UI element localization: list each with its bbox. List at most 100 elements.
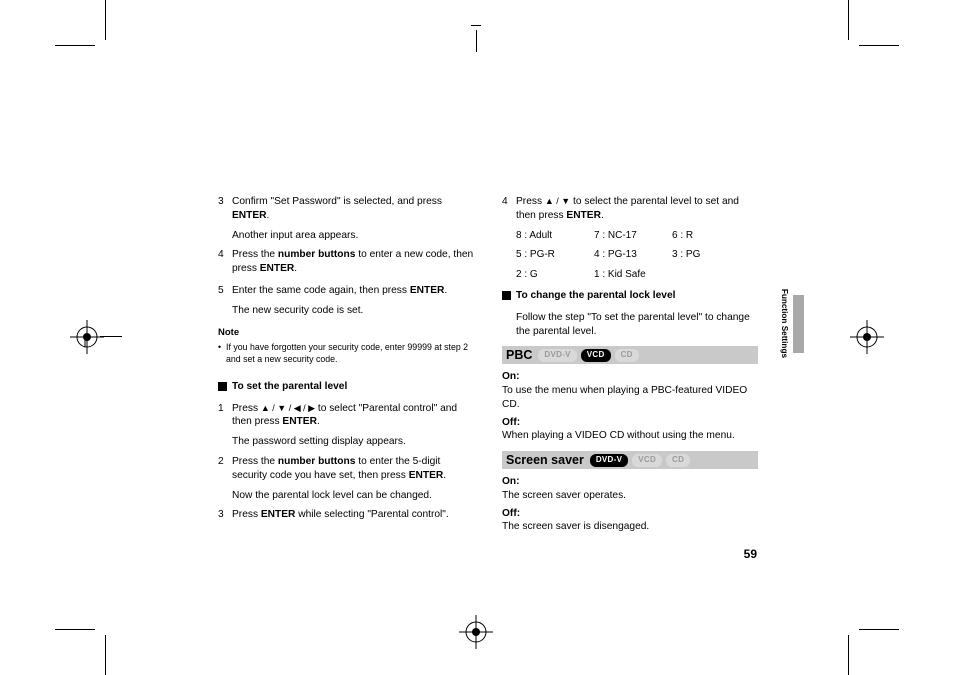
note-body: •If you have forgotten your security cod… [218,342,474,366]
step-body: Enter the same code again, then press EN… [232,284,474,298]
off-body: When playing a VIDEO CD without using th… [502,429,758,443]
bullet: • [218,342,226,366]
step-text: Press the [232,456,278,467]
step-text: while selecting "Parental control". [295,509,448,520]
badge-dvdv: DVD-V [538,349,576,362]
cropmark [55,45,95,46]
rating-cell [672,268,750,282]
step-bold: ENTER [261,509,296,520]
on-body: The screen saver operates. [502,489,758,503]
step-text: Enter the same code again, then press [232,285,410,296]
step-number: 3 [218,195,232,223]
step-r4: 4 Press ▲ / ▼ to select the parental lev… [502,195,758,223]
title-text: PBC [506,347,532,364]
step-body: Confirm "Set Password" is selected, and … [232,195,474,223]
step-bold: ENTER [409,470,444,481]
rating-cell: 2 : G [516,268,594,282]
step-bold: number buttons [278,456,356,467]
step-sub: The password setting display appears. [232,435,474,449]
table-row: 8 : Adult7 : NC-176 : R [516,229,758,243]
step-3: 3 Confirm "Set Password" is selected, an… [218,195,474,223]
on-label: On: [502,475,758,489]
step-text: Press [516,196,545,207]
step-text: Confirm "Set Password" is selected, and … [232,196,442,207]
cropmark [859,45,899,46]
section-heading: To change the parental lock level [502,289,758,303]
badge-cd: CD [615,349,639,362]
step-text: Press [232,509,261,520]
step-sub: The new security code is set. [232,304,474,318]
right-column: 4 Press ▲ / ▼ to select the parental lev… [502,195,758,565]
step-bold: ENTER [232,210,267,221]
cropmark [859,629,899,630]
off-body: The screen saver is disengaged. [502,520,758,534]
step-bold: ENTER [282,416,317,427]
table-row: 5 : PG-R4 : PG-133 : PG [516,248,758,262]
step-b2: 2 Press the number buttons to enter the … [218,455,474,483]
step-text: . [443,470,446,481]
rating-cell: 6 : R [672,229,750,243]
section-heading: To set the parental level [218,380,474,394]
badge-dvdv: DVD-V [590,454,628,467]
note-text: If you have forgotten your security code… [226,342,474,366]
title-text: Screen saver [506,452,584,469]
step-number: 1 [218,402,232,430]
step-sub: Another input area appears. [232,229,474,243]
pbc-title-bar: PBC DVD-V VCD CD [502,346,758,364]
cropmark [105,0,106,40]
step-number: 3 [218,508,232,522]
step-bold: ENTER [260,263,295,274]
cropmark [848,0,849,40]
rating-cell: 5 : PG-R [516,248,594,262]
rating-cell: 1 : Kid Safe [594,268,672,282]
step-text: . [444,285,447,296]
step-text: Press [232,403,261,414]
arrow-icons: ▲ / ▼ [545,197,570,206]
cropmark [848,635,849,675]
step-text: . [294,263,297,274]
step-text: Press the [232,249,278,260]
step-body: Press ▲ / ▼ to select the parental level… [516,195,758,223]
page-number: 59 [744,547,757,561]
badge-vcd: VCD [581,349,611,362]
step-sub: Now the parental lock level can be chang… [232,489,474,503]
step-bold: number buttons [278,249,356,260]
arrow-icons: ▲ / ▼ / ◀ / ▶ [261,404,315,413]
side-label: Function Settings [780,289,789,358]
registration-mark [70,320,104,354]
rating-cell: 7 : NC-17 [594,229,672,243]
cropmark [55,629,95,630]
registration-mark [459,615,493,649]
square-icon [502,291,511,300]
step-bold: ENTER [566,210,601,221]
section-title: To set the parental level [232,380,347,394]
section-body: Follow the step "To set the parental lev… [516,311,758,339]
step-text: . [317,416,320,427]
rating-cell: 3 : PG [672,248,750,262]
rating-cell: 8 : Adult [516,229,594,243]
square-icon [218,382,227,391]
step-body: Press ENTER while selecting "Parental co… [232,508,474,522]
off-label: Off: [502,507,758,521]
cropmark [471,25,481,26]
side-tab [793,295,804,353]
on-body: To use the menu when playing a PBC-featu… [502,384,758,412]
step-5: 5 Enter the same code again, then press … [218,284,474,298]
table-row: 2 : G1 : Kid Safe [516,268,758,282]
step-4: 4 Press the number buttons to enter a ne… [218,248,474,276]
badge-vcd: VCD [632,454,662,467]
rating-cell: 4 : PG-13 [594,248,672,262]
left-column: 3 Confirm "Set Password" is selected, an… [218,195,474,565]
section-title: To change the parental lock level [516,289,675,303]
step-number: 2 [218,455,232,483]
step-body: Press the number buttons to enter the 5-… [232,455,474,483]
step-number: 5 [218,284,232,298]
step-body: Press the number buttons to enter a new … [232,248,474,276]
step-b1: 1 Press ▲ / ▼ / ◀ / ▶ to select "Parenta… [218,402,474,430]
screensaver-title-bar: Screen saver DVD-V VCD CD [502,451,758,469]
ratings-table: 8 : Adult7 : NC-176 : R 5 : PG-R4 : PG-1… [516,229,758,282]
badge-cd: CD [666,454,690,467]
off-label: Off: [502,416,758,430]
note-heading: Note [218,327,474,340]
step-b3: 3 Press ENTER while selecting "Parental … [218,508,474,522]
